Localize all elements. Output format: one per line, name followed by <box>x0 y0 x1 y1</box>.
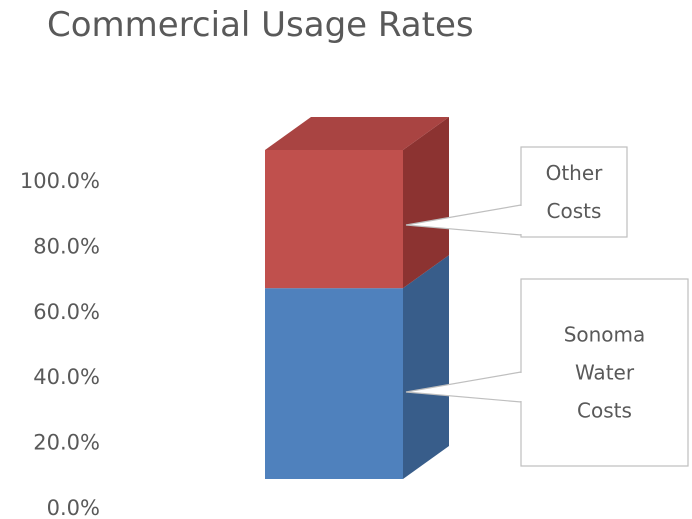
y-tick-label: 80.0% <box>33 234 100 258</box>
y-tick-label: 20.0% <box>33 431 100 455</box>
callout-label-line: Sonoma <box>564 323 646 347</box>
callout-label-line: Water <box>575 361 635 385</box>
y-axis: 0.0% 20.0% 40.0% 60.0% 80.0% 100.0% <box>20 169 100 519</box>
y-tick-label: 0.0% <box>47 496 100 519</box>
y-tick-label: 60.0% <box>33 300 100 324</box>
callout: Sonoma Water Costs <box>405 278 689 467</box>
callout-label-line: Costs <box>577 399 632 423</box>
callout-box <box>520 146 628 238</box>
bar-segment <box>265 117 449 289</box>
bar-segment-side <box>403 255 449 479</box>
callout-label: Sonoma Water Costs <box>564 323 646 423</box>
bar-segment <box>265 255 449 479</box>
callout-box <box>520 278 689 467</box>
callout-label-line: Costs <box>547 199 602 223</box>
callout: Other Costs <box>405 146 628 238</box>
bar-segment-front <box>265 288 403 479</box>
callout-label: Other Costs <box>546 161 604 223</box>
bar-top-face <box>265 117 449 150</box>
bar-segment-side <box>403 117 449 289</box>
chart-title: Commercial Usage Rates <box>47 5 474 45</box>
callout-label-line: Other <box>546 161 604 185</box>
y-tick-label: 100.0% <box>20 169 100 193</box>
bar-segment-front <box>265 150 403 289</box>
bar-stack <box>265 117 449 479</box>
data-callouts: Sonoma Water Costs Other Costs <box>405 146 689 467</box>
y-tick-label: 40.0% <box>33 365 100 389</box>
